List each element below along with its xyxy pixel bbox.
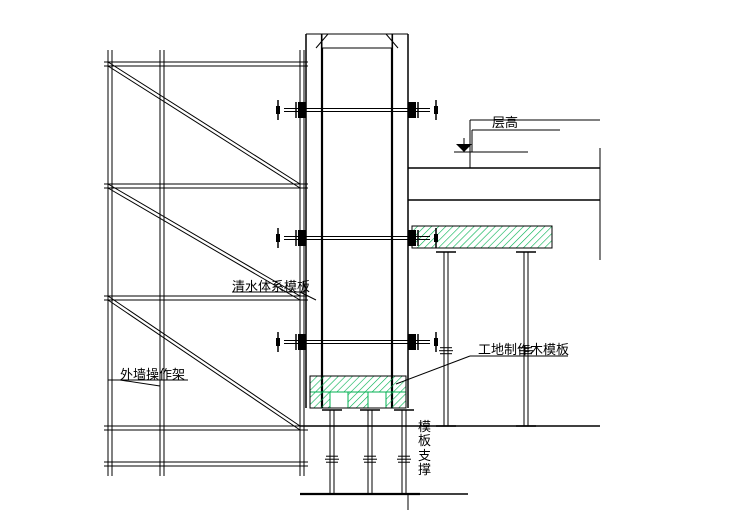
label-floor: 层高 [492, 112, 518, 131]
diagram-svg [0, 0, 730, 514]
label-support: 模板支撑 [418, 420, 431, 477]
label-formwork: 清水体系模板 [232, 276, 310, 295]
label-siteform: 工地制作木模板 [478, 339, 569, 358]
label-scaffold: 外墙操作架 [120, 364, 185, 383]
diagram-canvas: 外墙操作架 清水体系模板 工地制作木模板 层高 模板支撑 [0, 0, 730, 514]
